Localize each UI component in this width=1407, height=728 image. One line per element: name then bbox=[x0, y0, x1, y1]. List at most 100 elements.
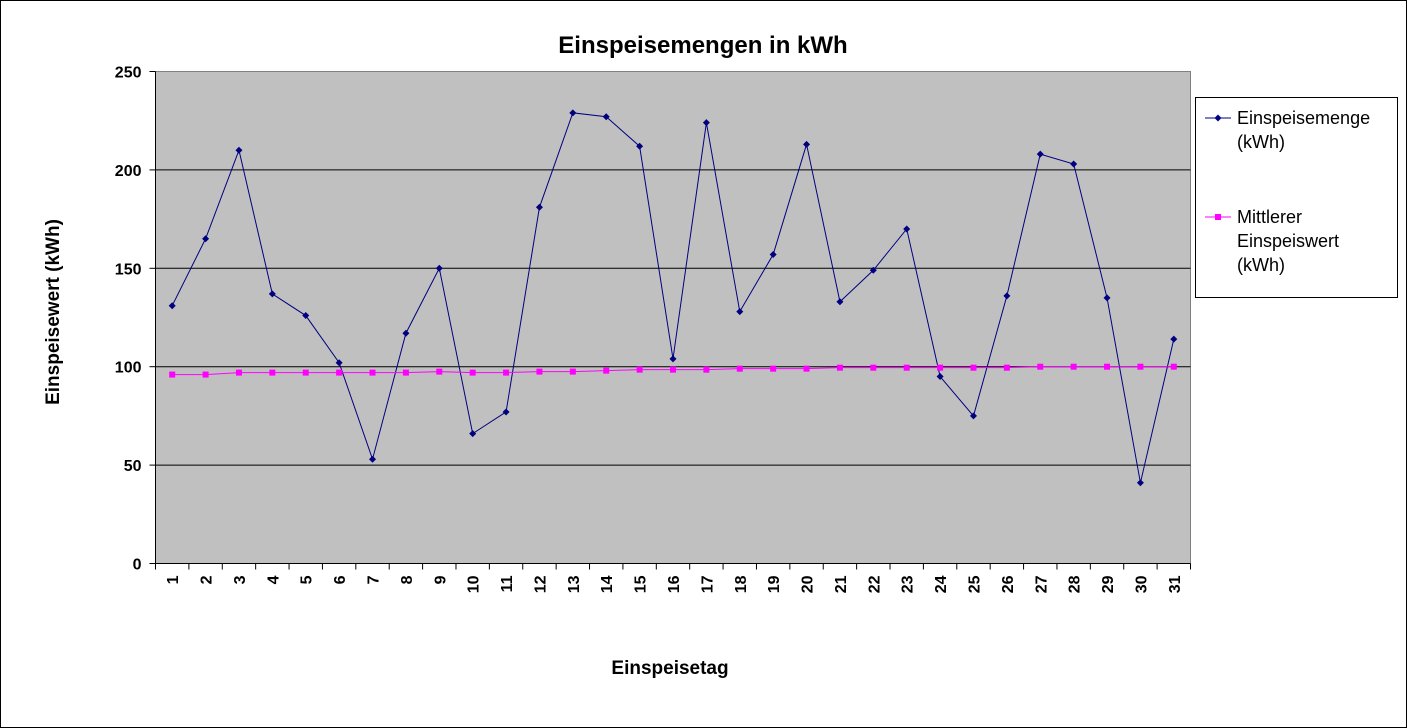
data-point bbox=[1170, 335, 1178, 343]
data-point bbox=[536, 368, 543, 375]
data-point bbox=[903, 225, 911, 233]
y-tick-label: 50 bbox=[124, 458, 142, 475]
data-point bbox=[335, 359, 343, 367]
data-point bbox=[1070, 363, 1077, 370]
data-point bbox=[603, 367, 610, 374]
x-tick-label: 22 bbox=[866, 575, 883, 593]
data-point bbox=[836, 364, 843, 371]
data-point bbox=[435, 264, 443, 272]
data-point bbox=[202, 235, 210, 243]
data-point bbox=[402, 369, 409, 376]
data-point bbox=[336, 369, 343, 376]
x-tick-label: 19 bbox=[766, 575, 783, 593]
legend: Einspeisemenge (kWh) Mittlerer Einspeiswert… bbox=[1195, 97, 1398, 298]
legend-label: (kWh) bbox=[1237, 132, 1285, 152]
x-tick-label: 29 bbox=[1100, 575, 1117, 593]
x-tick-label: 7 bbox=[366, 575, 383, 584]
x-tick-label: 30 bbox=[1133, 575, 1150, 593]
data-point bbox=[1036, 150, 1044, 158]
x-tick-label: 12 bbox=[532, 575, 549, 593]
x-tick-label: 25 bbox=[966, 575, 983, 593]
data-point bbox=[903, 364, 910, 371]
legend-label: (kWh) bbox=[1237, 255, 1285, 275]
data-point bbox=[1003, 364, 1010, 371]
legend-label: Mittlerer bbox=[1237, 207, 1302, 227]
data-point bbox=[268, 290, 276, 298]
data-point bbox=[670, 366, 676, 373]
data-point bbox=[235, 369, 242, 376]
data-point bbox=[1037, 363, 1044, 370]
y-axis-title: Einspeisewert (kWh) bbox=[43, 219, 64, 405]
x-tick-label: 9 bbox=[432, 575, 449, 584]
x-tick-label: 11 bbox=[499, 575, 516, 592]
legend-label: Einspeisemenge bbox=[1237, 108, 1370, 128]
data-point bbox=[269, 369, 276, 376]
data-point bbox=[803, 365, 810, 372]
x-tick-label: 23 bbox=[900, 575, 917, 593]
data-point bbox=[569, 368, 576, 375]
y-tick-label: 150 bbox=[115, 261, 142, 278]
x-tick-label: 3 bbox=[232, 575, 249, 584]
data-point bbox=[503, 369, 510, 376]
data-point bbox=[302, 312, 310, 320]
x-tick-label: 26 bbox=[1000, 575, 1017, 593]
data-point bbox=[1137, 363, 1144, 370]
data-point bbox=[235, 146, 243, 154]
data-point bbox=[836, 298, 844, 306]
series-layer bbox=[168, 109, 1178, 487]
data-point bbox=[803, 140, 811, 148]
x-tick-label: 16 bbox=[666, 575, 683, 593]
x-tick-label: 14 bbox=[599, 575, 616, 593]
x-tick-label: 13 bbox=[566, 575, 583, 593]
x-tick-label: 2 bbox=[199, 575, 216, 584]
data-point bbox=[402, 329, 410, 337]
data-point bbox=[469, 430, 477, 438]
data-point bbox=[469, 369, 476, 376]
data-point bbox=[168, 302, 176, 310]
data-point bbox=[969, 412, 977, 420]
data-point bbox=[870, 364, 877, 371]
legend-marker bbox=[1215, 214, 1221, 220]
x-tick-label: 15 bbox=[633, 575, 650, 593]
data-point bbox=[369, 369, 376, 376]
data-point bbox=[869, 266, 877, 274]
data-point bbox=[770, 365, 777, 372]
x-tick-label: 27 bbox=[1033, 575, 1050, 593]
data-point bbox=[636, 142, 644, 150]
x-tick-label: 24 bbox=[933, 575, 950, 593]
x-tick-label: 17 bbox=[699, 575, 716, 593]
y-tick-label: 250 bbox=[115, 65, 142, 82]
x-tick-label: 8 bbox=[399, 575, 416, 584]
chart-title: Einspeisemengen in kWh bbox=[558, 32, 847, 59]
x-tick-label: 10 bbox=[466, 575, 483, 593]
data-point bbox=[169, 371, 176, 378]
data-point bbox=[669, 355, 677, 363]
data-point bbox=[1103, 294, 1111, 302]
x-tick-label: 5 bbox=[299, 575, 316, 584]
plot-area bbox=[155, 71, 1191, 564]
data-point bbox=[1136, 479, 1144, 487]
data-point bbox=[936, 373, 944, 381]
data-point bbox=[1070, 160, 1078, 168]
data-point bbox=[302, 369, 309, 376]
data-point bbox=[602, 113, 610, 121]
data-point bbox=[436, 368, 443, 375]
legend-label: Einspeiswert bbox=[1237, 231, 1339, 251]
x-tick-label: 21 bbox=[833, 575, 850, 593]
data-point bbox=[202, 371, 209, 378]
x-tick-label: 4 bbox=[265, 575, 282, 584]
data-point bbox=[369, 455, 377, 463]
data-point bbox=[769, 251, 777, 259]
x-tick-label: 18 bbox=[733, 575, 750, 593]
y-tick-label: 0 bbox=[133, 557, 142, 574]
data-point bbox=[636, 366, 643, 373]
data-point bbox=[702, 119, 710, 127]
data-point bbox=[736, 308, 744, 316]
x-tick-label: 28 bbox=[1067, 575, 1084, 593]
legend-box bbox=[1195, 97, 1398, 298]
y-tick-label: 200 bbox=[115, 163, 142, 180]
data-point bbox=[1003, 292, 1011, 300]
